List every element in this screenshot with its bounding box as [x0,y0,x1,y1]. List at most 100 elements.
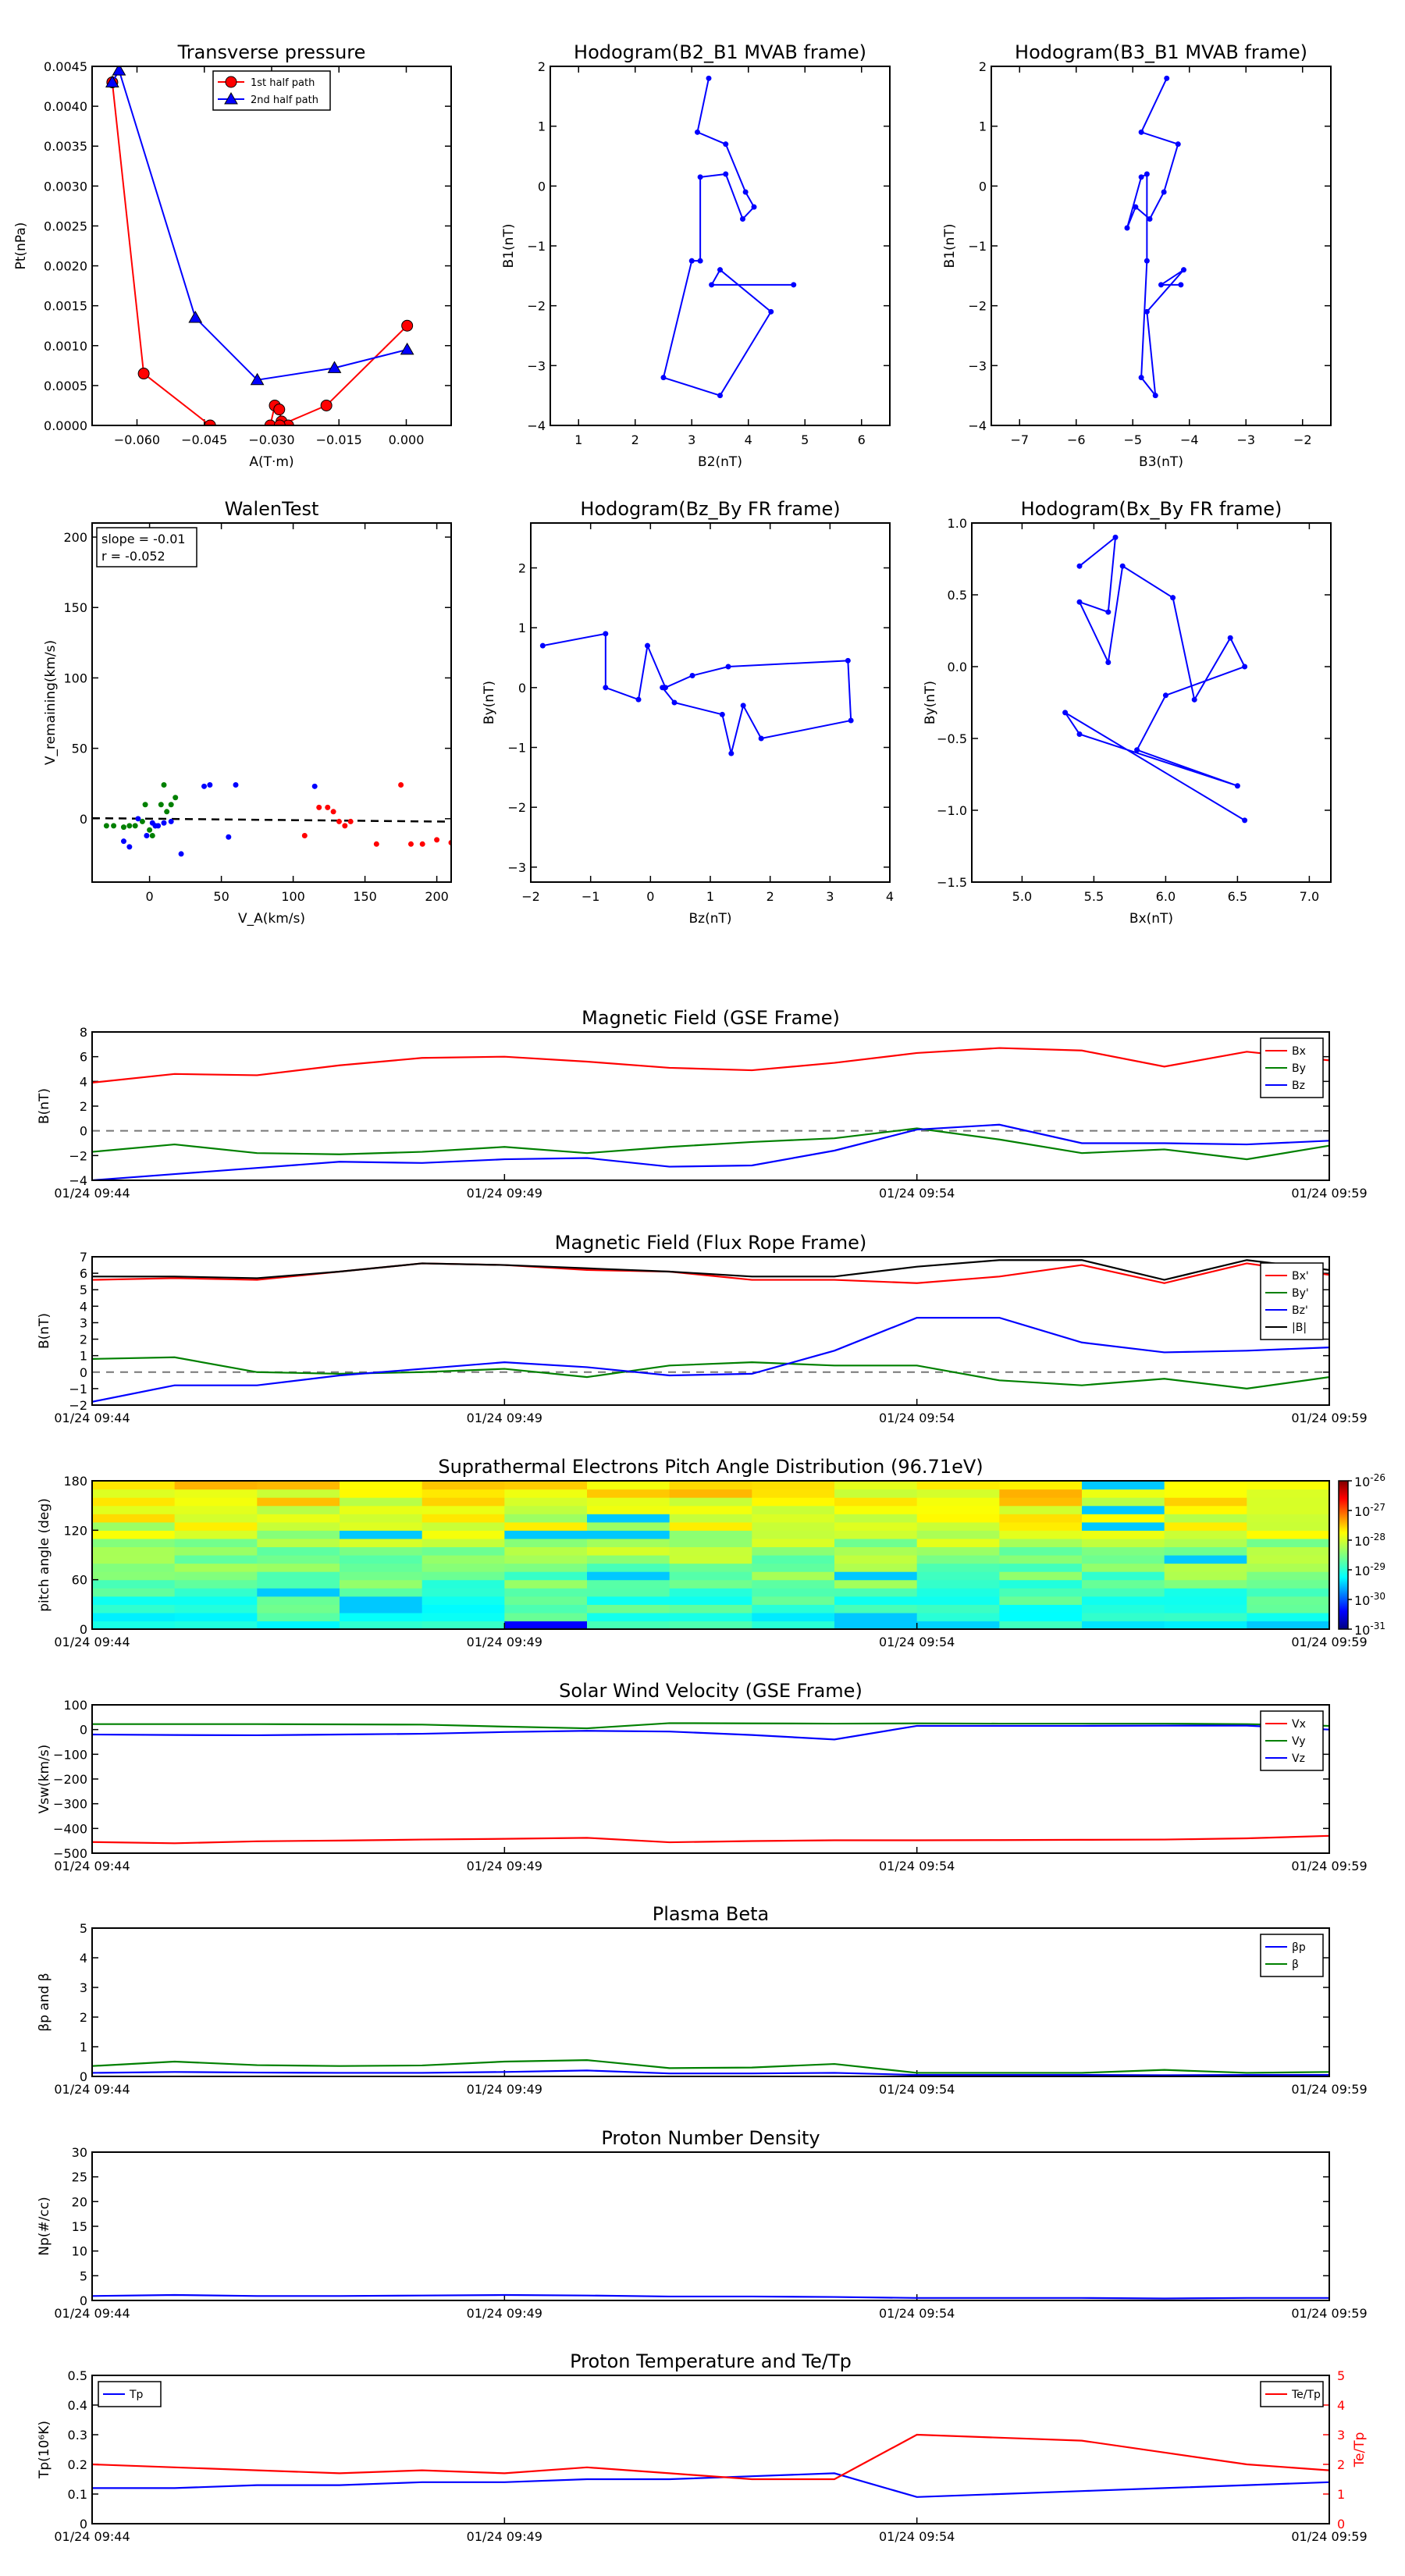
series-line [92,1834,1329,1845]
y-tick-label: 25 [72,2170,87,2185]
heatmap-cell [916,1505,1000,1514]
heatmap-cell [752,1481,835,1490]
data-point [1164,75,1170,81]
y-tick-label: 6 [80,1050,87,1065]
y-tick-label: 0 [80,812,87,827]
y-tick-label: −1 [69,1382,87,1397]
heatmap-cell [1082,1497,1165,1507]
heatmap-cell [1164,1612,1247,1622]
heatmap-cell [916,1571,1000,1581]
time-tick-label: 01/24 09:59 [1291,2082,1367,2097]
heatmap-cell [174,1604,258,1614]
legend-label: Bz [1292,1080,1305,1092]
heatmap-cell [1247,1571,1330,1581]
x-tick-label: 6 [858,432,866,447]
axes-frame [91,1031,1330,1181]
heatmap-cell [1247,1481,1330,1490]
y-tick-label: 5 [80,1283,87,1297]
chart-title: Magnetic Field (GSE Frame) [582,1007,840,1029]
data-point [120,838,126,845]
x-tick-label: 200 [425,889,449,904]
heatmap-cell [257,1596,340,1605]
data-point [1227,635,1233,641]
x-tick-label: 3 [826,889,834,904]
y2-tick-label: 0 [1337,2517,1345,2532]
heatmap-cell [1164,1489,1247,1498]
heatmap-cell [340,1579,423,1589]
y-axis-label: By(nT) [482,681,497,724]
x-tick-label: 0 [646,889,654,904]
data-point [226,834,232,840]
data-point [264,419,276,425]
heatmap-cell [92,1530,176,1539]
x-tick-label: −2 [521,889,540,904]
heatmap-cell [1164,1538,1247,1548]
y-tick-label: 180 [63,1474,87,1489]
y-tick-label: 0 [518,681,526,696]
heatmap-cell [340,1505,423,1514]
data-point [316,804,322,810]
axes-frame [971,522,1332,883]
colorbar-label: 10-31 [1354,1621,1385,1638]
chart-title: Transverse pressure [177,41,366,63]
heatmap-cell [340,1621,423,1630]
data-point [1134,747,1140,753]
plot-area [92,2433,1329,2498]
plot-area [92,1047,1329,1180]
x-axis-label: V_A(km/s) [238,911,305,927]
data-point [645,642,650,649]
slope-text: slope = -0.01 [101,532,186,546]
x-tick-label: 0 [146,889,154,904]
heatmap-cell [257,1563,340,1572]
data-point [709,282,715,288]
y-tick-label: 0.2 [68,2457,87,2472]
y-tick-label: −0.5 [937,731,967,746]
heatmap-cell [587,1612,670,1622]
heatmap-cell [1247,1514,1330,1523]
heatmap-cell [916,1604,1000,1614]
heatmap-cell [422,1621,505,1630]
heatmap-cell [257,1579,340,1589]
y-tick-label: 0.5 [948,588,967,603]
data-point [671,699,678,706]
data-point [1178,282,1184,288]
heatmap-cell [669,1604,752,1614]
heatmap-cell [1082,1604,1165,1614]
data-point [126,823,133,829]
time-tick-label: 01/24 09:59 [1291,1635,1367,1649]
heatmap-cell [504,1579,588,1589]
heatmap-cell [1247,1612,1330,1622]
plot-area [105,66,414,425]
heatmap-cell [669,1514,752,1523]
heatmap-cell [92,1604,176,1614]
y-tick-label: −1 [968,239,987,254]
y-axis-label: B(nT) [37,1088,52,1124]
data-point [539,642,546,649]
time-tick-label: 01/24 09:54 [879,2529,955,2544]
y-tick-label: −4 [69,1173,87,1188]
x-tick-label: −3 [1236,432,1255,447]
y-tick-label: 7 [80,1250,87,1265]
hodogram-bx-by-chart: Hodogram(Bx_By FR frame) 5.0 5.5 6.0 6.5 7.0 −… [923,498,1332,927]
axes-frame [91,1256,1330,1406]
hodogram-b2-b1-chart: Hodogram(B2_B1 MVAB frame) 1 2 3 4 5 6 −4 −3 −2 −1… [501,41,891,470]
plot-area [92,1722,1329,1845]
data-point [137,368,150,380]
series-line [92,2058,1329,2074]
y-tick-label: 2 [80,1099,87,1114]
y-tick-label: 2 [518,561,526,576]
heatmap-cell [999,1579,1083,1589]
heatmap-cell [916,1546,1000,1556]
data-point [144,832,150,838]
y-tick-label: 2 [80,2010,87,2025]
heatmap-cell [1082,1521,1165,1531]
legend-label: 1st half path [251,77,315,89]
y-tick-label: 4 [80,1951,87,1966]
heatmap-cell [340,1604,423,1614]
data-point [168,802,174,808]
y-tick-label: −400 [53,1821,87,1836]
axes-frame [91,1704,1330,1854]
data-point [660,685,666,691]
x-axis-label: B3(nT) [1139,454,1183,470]
